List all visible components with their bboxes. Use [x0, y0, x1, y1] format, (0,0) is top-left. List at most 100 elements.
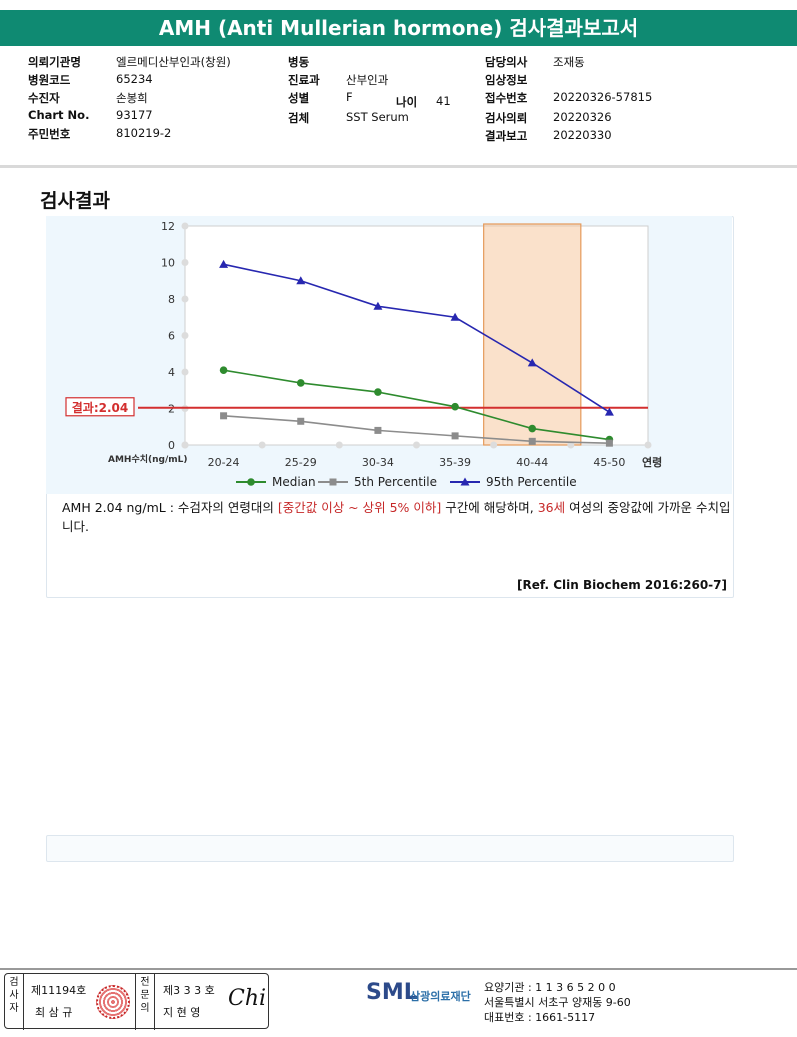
info-value: 20220326: [553, 110, 612, 124]
x-tick-label: 20-24: [208, 456, 240, 469]
series-line-median: [223, 369, 610, 441]
addr-line: 서울특별시 서초구 양재동 9-60: [484, 996, 631, 1009]
y-tick-marker: [181, 295, 189, 303]
y-tick-label: 10: [161, 257, 175, 270]
reference: [Ref. Clin Biochem 2016:260-7]: [517, 578, 727, 592]
legend-label: 5th Percentile: [354, 475, 437, 489]
inspector-no: 제11194호: [31, 984, 87, 997]
info-value: F: [346, 90, 353, 104]
sml-logo: SML 삼광의료재단: [366, 980, 471, 1005]
y-tick-marker: [181, 332, 189, 339]
divider: [0, 165, 797, 168]
info-value: 20220326-57815: [553, 90, 653, 104]
y-tick-marker: [181, 368, 189, 376]
y-tick-label: 0: [168, 439, 175, 452]
info-label: 검체: [288, 111, 310, 125]
specialist-name: 지 현 영: [163, 1006, 201, 1019]
data-point: [374, 388, 382, 396]
result-description: AMH 2.04 ng/mL : 수검자의 연령대의 [중간값 이상 ~ 상위 …: [62, 500, 731, 534]
series-line-5th-percentile: [223, 415, 610, 444]
data-point: [527, 358, 537, 367]
y-tick-label: 6: [168, 330, 175, 343]
data-point: [220, 412, 228, 420]
info-label: 결과보고: [485, 129, 528, 143]
data-point: [374, 426, 382, 434]
data-point: [373, 301, 383, 310]
inspector-name: 최 삼 규: [35, 1006, 73, 1019]
y-tick-label: 4: [168, 366, 175, 379]
legend-label: Median: [272, 475, 316, 489]
y-tick-marker: [181, 222, 189, 230]
data-point: [219, 366, 228, 374]
legend-marker: [460, 477, 470, 486]
legend-marker: [329, 478, 337, 486]
logo-text: SML: [366, 980, 418, 1005]
info-label: 담당의사: [485, 55, 528, 69]
y-tick-label: 8: [168, 293, 175, 306]
data-point: [451, 402, 459, 411]
addr-line: 요양기관 : 1 1 3 6 5 2 0 0: [484, 981, 616, 994]
x-axis-label: 연령: [642, 455, 662, 469]
data-point: [219, 259, 229, 268]
y-tick-marker: [181, 259, 189, 266]
info-label: 검사의뢰: [485, 111, 528, 125]
data-point: [450, 312, 460, 321]
footer-divider: [0, 968, 797, 970]
info-value: 조재동: [553, 55, 585, 69]
x-tick-label: 40-44: [516, 456, 548, 469]
info-label: 진료과: [288, 73, 320, 87]
info-label: 접수번호: [485, 91, 528, 105]
x-grid-marker: [181, 441, 189, 449]
y-tick-label: 2: [168, 403, 175, 416]
info-value: 65234: [116, 72, 153, 86]
info-value: 810219-2: [116, 126, 172, 140]
age-label: 나이: [396, 95, 418, 109]
x-grid-marker: [258, 441, 266, 449]
info-label: 병동: [288, 55, 310, 69]
info-value: 20220330: [553, 128, 612, 142]
age-value: 41: [436, 94, 451, 108]
data-point: [528, 437, 536, 445]
data-point: [604, 407, 614, 416]
legend-marker: [247, 478, 255, 486]
y-tick-label: 12: [161, 220, 175, 233]
section-title: 검사결과: [40, 190, 110, 212]
amh-chart: 0 2 4 6 8 10 12 20-24 25-29 30-34 35-39 40-44 45-50 연…: [65, 220, 662, 489]
specialist-signature: Chi: [228, 986, 267, 1011]
org-name: 삼광의료재단: [410, 990, 471, 1003]
report-title: AMH (Anti Mullerian hormone) 검사결과보고서: [0, 10, 797, 46]
x-grid-marker: [567, 441, 575, 449]
data-point: [605, 439, 613, 447]
result-label-box: [65, 397, 135, 417]
info-label: 성별: [288, 91, 310, 105]
info-value: 손봉희: [116, 91, 148, 105]
legend-label: 95th Percentile: [486, 475, 577, 489]
info-label: 수진자: [28, 91, 60, 105]
x-tick-label: 30-34: [362, 456, 394, 469]
result-label: 결과:2.04: [72, 400, 129, 415]
patient-info: 의뢰기관명 엘르메디산부인과(창원) 병원코드 65234 수진자 손봉희 Chart No…: [0, 54, 797, 164]
info-value: 산부인과: [346, 73, 389, 87]
x-tick-label: 45-50: [593, 456, 625, 469]
info-label: 병원코드: [28, 73, 71, 87]
info-label: Chart No.: [28, 108, 90, 122]
info-label: 주민번호: [28, 127, 71, 141]
highlight-band: [483, 223, 582, 446]
info-value: 93177: [116, 108, 153, 122]
empty-card: [46, 835, 734, 862]
data-point: [296, 276, 306, 285]
x-grid-marker: [335, 441, 343, 449]
addr-line: 대표번호 : 1661-5117: [484, 1011, 596, 1024]
specialist-no: 제3 3 3 호: [163, 984, 215, 997]
info-label: 의뢰기관명: [28, 55, 81, 69]
info-value: 엘르메디산부인과(창원): [116, 55, 231, 69]
data-point: [528, 424, 537, 433]
inspector-seal: [96, 985, 130, 1019]
x-grid-marker: [644, 441, 652, 449]
x-grid-marker: [413, 441, 420, 449]
info-value: SST Serum: [346, 110, 409, 124]
y-axis-label: AMH수치(ng/mL): [108, 453, 188, 465]
